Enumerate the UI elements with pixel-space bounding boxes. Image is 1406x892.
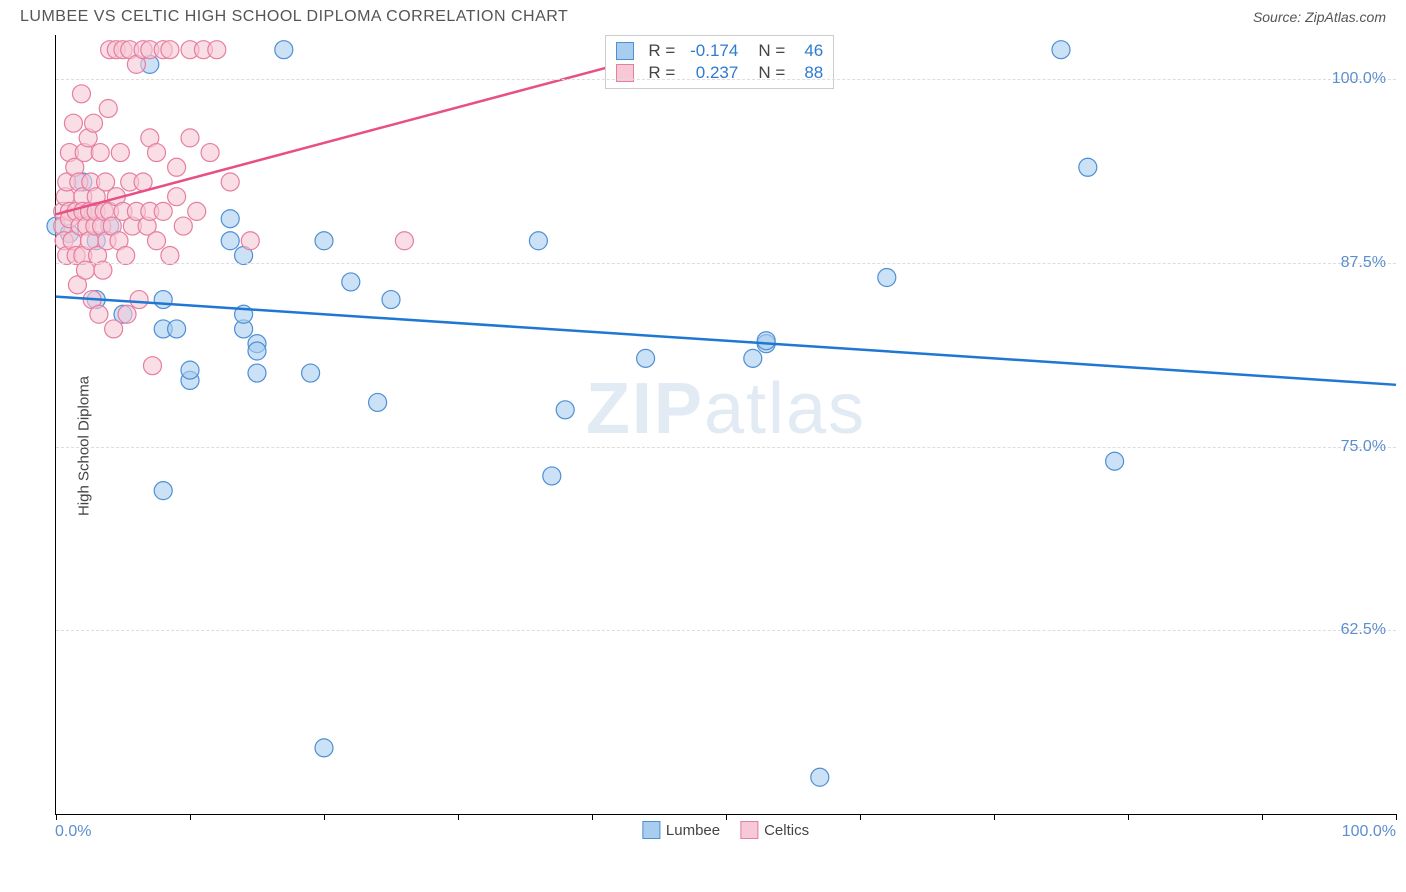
y-tick-label: 87.5% xyxy=(1341,254,1386,272)
y-tick-label: 100.0% xyxy=(1332,70,1386,88)
data-point xyxy=(188,202,206,220)
data-point xyxy=(395,232,413,250)
data-point xyxy=(130,291,148,309)
x-axis-end-label: 100.0% xyxy=(1342,823,1396,841)
gridline xyxy=(56,447,1396,448)
data-point xyxy=(302,364,320,382)
y-tick-label: 62.5% xyxy=(1341,621,1386,639)
data-point xyxy=(76,261,94,279)
data-point xyxy=(94,261,112,279)
data-point xyxy=(1052,41,1070,59)
stats-r-label: R = xyxy=(648,41,675,61)
data-point xyxy=(529,232,547,250)
legend-item: Lumbee xyxy=(642,821,720,839)
data-point xyxy=(90,305,108,323)
data-point xyxy=(118,305,136,323)
data-point xyxy=(1079,158,1097,176)
data-point xyxy=(543,467,561,485)
data-point xyxy=(174,217,192,235)
data-point xyxy=(161,41,179,59)
legend-swatch xyxy=(642,821,660,839)
data-point xyxy=(161,246,179,264)
data-point xyxy=(637,349,655,367)
stats-row: R =0.237N =88 xyxy=(616,62,823,84)
y-tick-label: 75.0% xyxy=(1341,438,1386,456)
chart-source: Source: ZipAtlas.com xyxy=(1253,9,1386,25)
data-point xyxy=(143,357,161,375)
x-axis-area: 0.0% Lumbee Celtics 100.0% xyxy=(55,815,1396,845)
data-point xyxy=(64,114,82,132)
data-point xyxy=(91,144,109,162)
data-point xyxy=(248,364,266,382)
data-point xyxy=(275,41,293,59)
data-point xyxy=(148,232,166,250)
data-point xyxy=(221,173,239,191)
data-point xyxy=(811,768,829,786)
data-point xyxy=(248,342,266,360)
data-point xyxy=(181,361,199,379)
chart-plot-area: ZIPatlas R =-0.174N =46R =0.237N =88 62.… xyxy=(55,35,1396,815)
legend-item: Celtics xyxy=(740,821,809,839)
x-tick xyxy=(1396,814,1397,820)
data-point xyxy=(168,158,186,176)
scatter-svg xyxy=(56,35,1396,814)
gridline xyxy=(56,630,1396,631)
data-point xyxy=(99,99,117,117)
data-point xyxy=(382,291,400,309)
data-point xyxy=(342,273,360,291)
data-point xyxy=(221,210,239,228)
data-point xyxy=(85,114,103,132)
data-point xyxy=(117,246,135,264)
stats-n-label: N = xyxy=(758,41,785,61)
data-point xyxy=(208,41,226,59)
data-point xyxy=(757,332,775,350)
data-point xyxy=(111,144,129,162)
data-point xyxy=(168,188,186,206)
legend-swatch xyxy=(740,821,758,839)
stats-r-value: -0.174 xyxy=(683,41,738,61)
legend-swatch xyxy=(616,42,634,60)
stats-row: R = -0.174 N = 46 xyxy=(616,40,823,62)
data-point xyxy=(201,144,219,162)
data-point xyxy=(105,320,123,338)
data-point xyxy=(148,144,166,162)
data-point xyxy=(154,482,172,500)
data-point xyxy=(154,291,172,309)
chart-title: LUMBEE VS CELTIC HIGH SCHOOL DIPLOMA COR… xyxy=(20,8,568,26)
gridline xyxy=(56,263,1396,264)
data-point xyxy=(154,202,172,220)
stats-n-value: 46 xyxy=(793,41,823,61)
bottom-legend: Lumbee Celtics xyxy=(642,821,809,839)
x-axis-start-label: 0.0% xyxy=(55,823,91,841)
chart-header: LUMBEE VS CELTIC HIGH SCHOOL DIPLOMA COR… xyxy=(0,0,1406,30)
data-point xyxy=(221,232,239,250)
data-point xyxy=(315,232,333,250)
data-point xyxy=(168,320,186,338)
data-point xyxy=(369,393,387,411)
data-point xyxy=(744,349,762,367)
data-point xyxy=(556,401,574,419)
data-point xyxy=(878,269,896,287)
data-point xyxy=(315,739,333,757)
data-point xyxy=(1106,452,1124,470)
legend-label: Lumbee xyxy=(666,822,720,839)
data-point xyxy=(241,232,259,250)
legend-label: Celtics xyxy=(764,822,809,839)
data-point xyxy=(72,85,90,103)
gridline xyxy=(56,79,1396,80)
data-point xyxy=(181,129,199,147)
stats-legend: R = -0.174 N = 46R =0.237N =88 xyxy=(605,35,834,89)
